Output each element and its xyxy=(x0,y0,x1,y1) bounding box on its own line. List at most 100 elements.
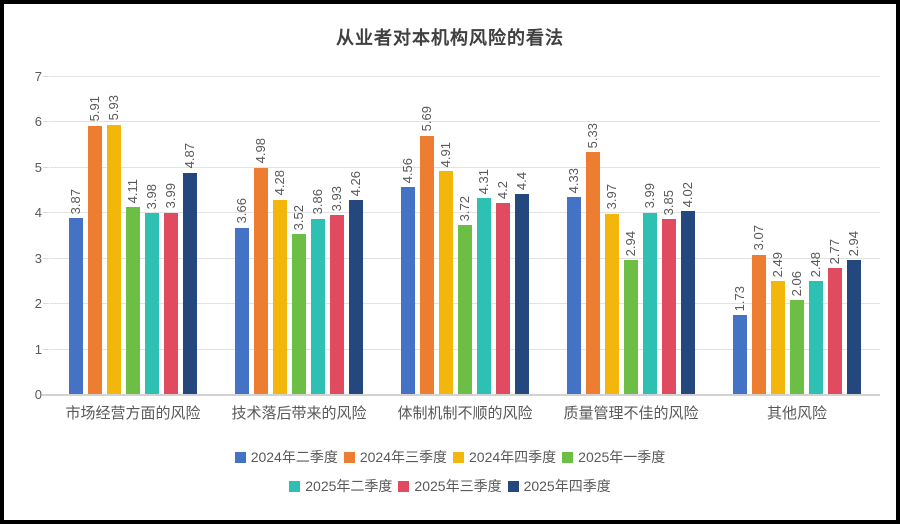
bar-column: 5.69 xyxy=(419,76,434,394)
bar-column: 4.91 xyxy=(438,76,453,394)
bar-group: 1.73 3.07 2.49 2.06 2.48 2.77 2.94 xyxy=(714,76,880,394)
bar-column: 3.85 xyxy=(661,76,676,394)
bar-value-label: 4.02 xyxy=(680,182,695,208)
legend-label: 2025年三季度 xyxy=(414,478,502,494)
bar xyxy=(126,207,140,394)
y-tick-label: 4 xyxy=(34,205,42,221)
bar-column: 3.87 xyxy=(68,76,83,394)
gridline xyxy=(50,76,880,77)
bar xyxy=(330,215,344,394)
bar-value-label: 5.69 xyxy=(419,106,434,132)
bar xyxy=(145,213,159,394)
bar xyxy=(496,203,510,394)
bar-value-label: 2.94 xyxy=(846,231,861,257)
bar xyxy=(752,254,766,394)
bar-value-label: 3.07 xyxy=(751,225,766,251)
legend-swatch xyxy=(289,480,301,492)
bar-value-label: 3.87 xyxy=(68,188,83,215)
y-tick-mark xyxy=(43,76,49,77)
bar-column: 2.94 xyxy=(846,76,861,394)
bar-value-label: 3.99 xyxy=(642,183,657,209)
bar xyxy=(790,300,804,394)
bar-column: 3.07 xyxy=(751,76,766,394)
bar-value-label: 3.97 xyxy=(604,184,619,210)
bar-value-label: 4.33 xyxy=(566,167,581,194)
bar-column: 2.77 xyxy=(827,76,842,394)
category-label: 体制机制不顺的风险 xyxy=(397,405,533,422)
legend-item: 2025年四季度 xyxy=(507,476,611,496)
bar-value-label: 3.52 xyxy=(291,204,306,231)
y-tick-mark xyxy=(43,121,49,123)
bar-column: 1.73 xyxy=(732,76,747,394)
legend-swatch xyxy=(453,451,464,463)
y-tick-label: 7 xyxy=(34,69,42,84)
bar xyxy=(847,260,861,394)
bar xyxy=(292,234,306,394)
bar-column: 4.4 xyxy=(514,76,529,394)
bar-column: 4.28 xyxy=(272,76,287,394)
bar-value-label: 2.94 xyxy=(623,231,638,257)
bar xyxy=(809,281,823,394)
bar-value-label: 3.66 xyxy=(234,198,249,224)
bar-value-label: 2.49 xyxy=(770,251,785,277)
legend-swatch xyxy=(507,480,519,492)
bar xyxy=(662,219,676,394)
gridline xyxy=(50,121,880,123)
x-axis-labels: 市场经营方面的风险 技术落后带来的风险 体制机制不顺的风险 质量管理不佳的风险 其他风险 xyxy=(50,402,880,423)
category-label: 技术落后带来的风险 xyxy=(231,405,367,422)
category-label: 质量管理不佳的风险 xyxy=(563,405,699,422)
bar-value-label: 4.91 xyxy=(438,141,453,167)
legend-label: 2024年四季度 xyxy=(469,449,557,465)
bar-column: 4.02 xyxy=(680,76,695,394)
bar-column: 2.06 xyxy=(789,76,804,394)
legend-item: 2024年三季度 xyxy=(343,447,447,467)
bar xyxy=(401,186,415,394)
bar xyxy=(420,135,434,394)
plot-area: 0 1 2 3 4 5 6 7 3.87 5.91 5.93 4.11 3.98 3.99 4.87 3.6… xyxy=(35,69,880,402)
bar-value-label: 4.98 xyxy=(253,138,268,164)
bar-group: 3.66 4.98 4.28 3.52 3.86 3.93 4.26 xyxy=(216,76,382,394)
bar xyxy=(605,213,619,394)
bar-value-label: 5.93 xyxy=(106,95,121,121)
bar-group: 4.33 5.33 3.97 2.94 3.99 3.85 4.02 xyxy=(548,76,714,394)
bar-group: 4.56 5.69 4.91 3.72 4.31 4.2 4.4 xyxy=(382,76,548,394)
bar-column: 2.49 xyxy=(770,76,785,394)
legend: 2024年二季度 2024年三季度 2024年四季度 2025年一季度 2025年二季度… xyxy=(4,447,896,496)
y-tick-mark xyxy=(43,257,49,259)
bar-value-label: 4.2 xyxy=(495,181,510,200)
chart-title: 从业者对本机构风险的看法 xyxy=(336,28,564,48)
bar xyxy=(624,260,638,394)
bar-value-label: 3.99 xyxy=(163,183,178,209)
bar-column: 4.26 xyxy=(348,76,363,394)
y-tick-mark xyxy=(43,303,49,305)
bar-column: 5.33 xyxy=(585,76,600,394)
category-label: 其他风险 xyxy=(766,405,827,422)
bar-value-label: 4.11 xyxy=(125,178,140,204)
bar xyxy=(515,194,529,394)
x-axis-line xyxy=(42,394,880,396)
bar-column: 4.56 xyxy=(400,76,415,394)
bar-column: 3.97 xyxy=(604,76,619,394)
bars-layer: 3.87 5.91 5.93 4.11 3.98 3.99 4.87 3.66 4.98 4.28… xyxy=(50,76,880,394)
bar-value-label: 3.72 xyxy=(457,195,472,222)
bar-value-label: 5.33 xyxy=(585,122,600,148)
bar-column: 3.52 xyxy=(291,76,306,394)
bar-value-label: 4.26 xyxy=(348,171,363,197)
bar-column: 4.87 xyxy=(182,76,197,394)
bar xyxy=(586,151,600,394)
bar-value-label: 3.85 xyxy=(661,189,676,216)
bar xyxy=(107,124,121,394)
bar-column: 3.99 xyxy=(642,76,657,394)
bar-value-label: 2.06 xyxy=(789,271,804,297)
legend-item: 2024年二季度 xyxy=(234,447,338,467)
legend-item: 2025年一季度 xyxy=(562,447,665,467)
legend-label: 2025年四季度 xyxy=(523,478,611,494)
bar xyxy=(458,225,472,394)
bar xyxy=(254,167,268,394)
y-tick-mark xyxy=(43,166,49,168)
bar-column: 5.91 xyxy=(87,76,102,394)
bar-value-label: 4.28 xyxy=(272,170,287,196)
legend-row: 2025年二季度 2025年三季度 2025年四季度 xyxy=(289,476,611,496)
legend-swatch xyxy=(234,451,246,463)
